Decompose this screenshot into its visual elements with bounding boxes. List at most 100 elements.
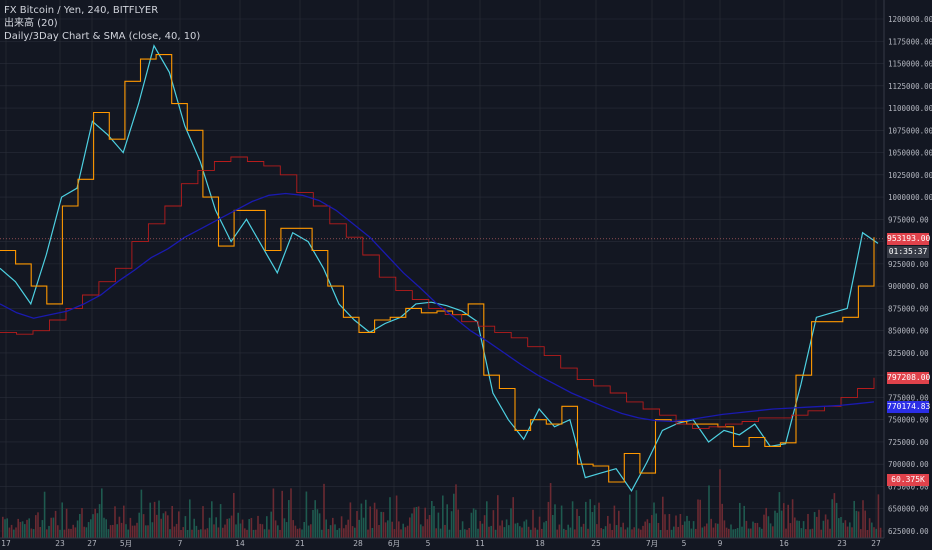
volume-bar [131, 525, 134, 538]
volume-bar [554, 504, 556, 538]
volume-bar [43, 491, 46, 538]
volume-bar [259, 523, 261, 538]
volume-study-label[interactable]: 出来高 (20) [4, 18, 58, 29]
volume-bar [470, 512, 473, 538]
chart-legend: FX Bitcoin / Yen, 240, BITFLYER 出来高 (20)… [4, 4, 200, 43]
daily-series-line [0, 44, 879, 493]
volume-bar [120, 522, 123, 538]
volume-bar [626, 527, 629, 538]
volume-bar [745, 520, 748, 538]
sma-study-label[interactable]: Daily/3Day Chart & SMA (close, 40, 10) [4, 31, 201, 42]
volume-bar [736, 528, 739, 538]
volume-bar [457, 509, 459, 538]
volume-bar [686, 515, 688, 538]
volume-bar [873, 527, 875, 538]
volume-bar [356, 511, 358, 538]
volume-bar [250, 517, 253, 538]
volume-bar [263, 529, 266, 538]
volume-bar [422, 526, 424, 538]
time-tick-label: 7月 [646, 539, 658, 548]
volume-bar [750, 528, 752, 538]
volume-bar [72, 524, 74, 538]
volume-bar [193, 518, 195, 538]
time-tick-label: 16 [779, 539, 789, 548]
grid [0, 0, 884, 538]
volume-bar [136, 522, 138, 538]
volume-bar [481, 523, 484, 538]
volume-bar [558, 524, 561, 538]
volume-bar [305, 491, 308, 538]
volume-bar [679, 513, 682, 538]
volume-bar [138, 512, 140, 538]
volume-bar [81, 508, 83, 538]
volume-bar [406, 525, 409, 538]
volume-bar [13, 529, 15, 538]
volume-bar [483, 515, 486, 538]
volume-bar [448, 529, 451, 538]
volume-bar [657, 522, 660, 538]
volume-bar [252, 529, 255, 538]
volume-bar [728, 528, 730, 538]
volume-bar [213, 524, 215, 538]
symbol-title[interactable]: FX Bitcoin / Yen, 240, BITFLYER [4, 5, 159, 16]
volume-bar [642, 525, 644, 538]
volume-bar [299, 528, 301, 538]
volume-bar [178, 511, 180, 538]
volume-bar [90, 519, 92, 538]
time-tick-label: 25 [591, 539, 601, 548]
volume-bar [541, 528, 543, 538]
volume-bar [35, 515, 37, 538]
volume-bar [85, 527, 88, 538]
volume-bar [296, 528, 299, 538]
volume-bar [417, 506, 420, 538]
volume-bar [281, 490, 283, 538]
volume-bar [816, 516, 818, 538]
price-tick-label: 675000.00 [888, 482, 929, 491]
volume-bar [63, 529, 66, 538]
volume-bar [644, 521, 646, 538]
volume-bar [717, 523, 719, 538]
volume-bar [811, 528, 814, 538]
volume-bar [505, 519, 508, 538]
volume-bar [439, 528, 442, 538]
volume-bar [316, 509, 319, 538]
volume-bar [871, 522, 873, 538]
volume-bar [754, 522, 756, 538]
volume-bar [831, 499, 833, 538]
volume-bar [24, 524, 26, 538]
price-tick-label: 900000.00 [888, 282, 929, 291]
volume-bar [400, 529, 402, 538]
time-tick-label: 5月 [120, 539, 132, 548]
volume-bar [684, 521, 686, 538]
volume-bar [774, 510, 776, 538]
volume-bar [600, 528, 602, 538]
volume-bar [153, 501, 156, 538]
volume-bar [41, 520, 44, 538]
volume-bar [499, 525, 501, 538]
price-tick-label: 1025000.00 [888, 171, 932, 180]
volume-bar [877, 494, 880, 538]
volume-bar [277, 525, 279, 538]
volume-bar [197, 529, 200, 538]
volume-bar [615, 525, 618, 538]
volume-bar [464, 529, 466, 538]
bar-countdown-tag: 01:35:37 [887, 245, 929, 258]
volume-bar [567, 524, 569, 538]
volume-bar [690, 528, 693, 538]
volume-bar [290, 488, 292, 538]
volume-bar [629, 494, 631, 538]
volume-bar [6, 518, 8, 538]
volume-bar [248, 519, 250, 538]
volume-bar [61, 502, 63, 538]
volume-bar [415, 507, 418, 538]
volume-bar [692, 521, 695, 538]
volume-bar [378, 525, 380, 538]
volume-bar [301, 529, 303, 538]
volume-bar [587, 528, 589, 538]
price-tick-label: 1075000.00 [888, 126, 932, 135]
volume-bar [508, 525, 510, 538]
volume-bar [156, 514, 158, 538]
volume-bar [314, 500, 316, 538]
volume-bar [228, 518, 231, 538]
